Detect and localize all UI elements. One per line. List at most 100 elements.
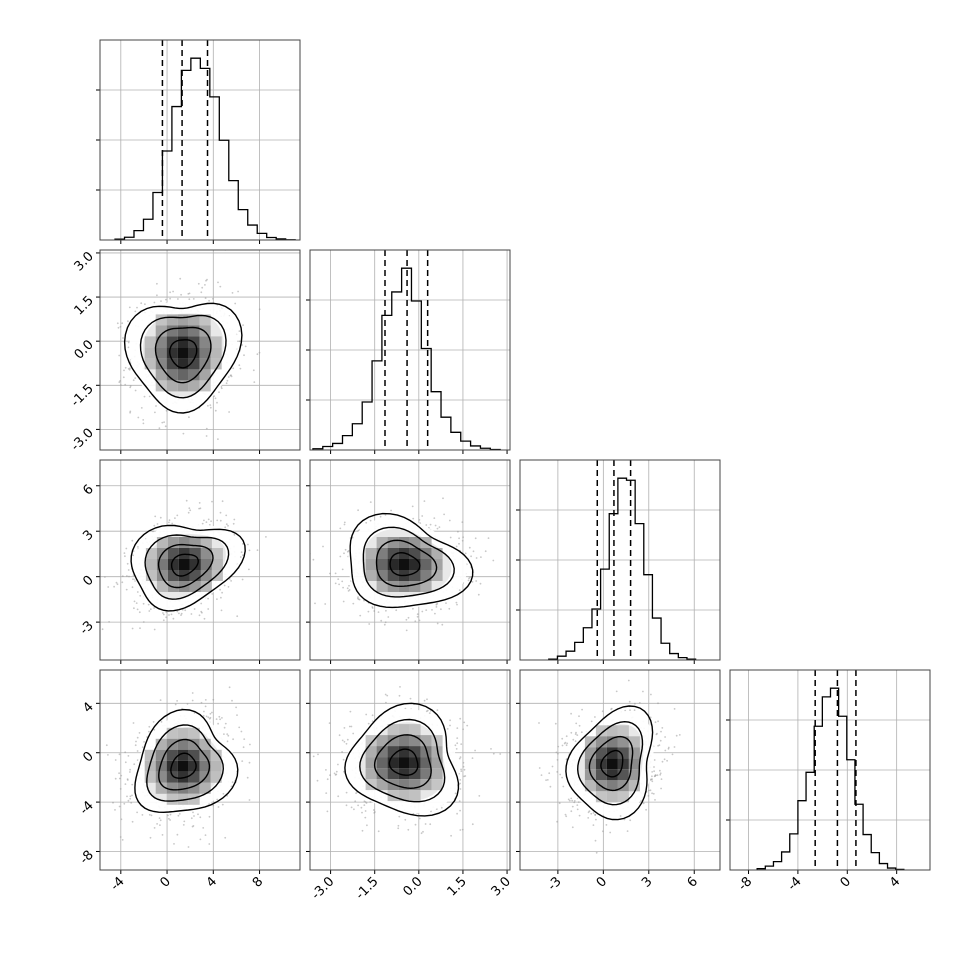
scatter-point: [329, 572, 331, 575]
scatter-point: [205, 521, 208, 523]
density-block: [177, 336, 189, 348]
x-tick-label: -3.0: [309, 874, 338, 903]
scatter-point: [459, 788, 462, 790]
density-block: [166, 782, 178, 794]
scatter-point: [602, 830, 604, 833]
contour-line: [158, 738, 211, 791]
density-block: [200, 537, 212, 548]
scatter-point: [209, 406, 212, 409]
scatter-point: [140, 302, 143, 305]
scatter-point: [369, 519, 372, 522]
scatter-point: [120, 774, 123, 777]
scatter-point: [428, 712, 431, 714]
scatter-point: [338, 734, 341, 737]
scatter-point: [129, 771, 131, 773]
scatter-point: [131, 539, 134, 542]
x-tick-label: 0: [838, 874, 854, 890]
density-block: [387, 746, 399, 758]
histogram-series: [114, 57, 296, 240]
scatter-point: [127, 367, 130, 370]
scatter-point: [131, 794, 133, 797]
scatter-point: [123, 552, 126, 554]
scatter-point: [463, 721, 466, 724]
scatter-panel-2: [306, 459, 511, 664]
density-block: [189, 581, 201, 592]
scatter-point: [197, 282, 200, 285]
scatter-point: [374, 811, 376, 813]
scatter-point: [461, 521, 464, 523]
scatter-point: [464, 775, 467, 777]
scatter-point: [177, 814, 180, 817]
scatter-point: [212, 297, 214, 300]
scatter-point: [147, 603, 150, 606]
scatter-point: [329, 774, 331, 777]
scatter-point: [363, 599, 365, 602]
density-block: [365, 735, 377, 747]
scatter-point: [179, 277, 182, 280]
scatter-point: [173, 843, 175, 845]
scatter-point: [187, 846, 190, 848]
contour-line: [344, 702, 460, 817]
scatter-point: [232, 738, 235, 741]
scatter-point: [460, 768, 462, 771]
scatter-point: [456, 812, 458, 815]
scatter-point: [241, 344, 244, 346]
scatter-point: [114, 809, 116, 811]
x-tick-label: 3: [639, 874, 655, 890]
scatter-point: [182, 432, 185, 435]
scatter-point: [163, 421, 166, 423]
scatter-point: [201, 611, 203, 614]
scatter-point: [239, 367, 242, 370]
scatter-point: [159, 824, 161, 826]
scatter-point: [219, 519, 222, 522]
scatter-point: [367, 722, 370, 725]
scatter-point: [363, 804, 366, 806]
histogram-series: [312, 267, 501, 450]
scatter-point: [213, 395, 216, 397]
scatter-point: [469, 576, 471, 579]
scatter-point: [208, 843, 211, 845]
scatter-point: [159, 819, 162, 822]
scatter-point: [418, 817, 421, 820]
scatter-point: [143, 395, 146, 398]
scatter-point: [343, 740, 346, 743]
scatter-point: [326, 778, 329, 781]
scatter-point: [405, 629, 408, 632]
density-block: [145, 570, 157, 581]
scatter-point: [425, 710, 428, 713]
scatter-point: [440, 608, 442, 611]
scatter-point: [209, 712, 212, 715]
scatter-point: [227, 586, 230, 588]
contour-line: [130, 524, 246, 612]
density-block: [398, 724, 410, 736]
scatter-point: [168, 521, 170, 524]
scatter-point: [158, 427, 161, 430]
scatter-point: [131, 586, 134, 589]
density-block: [188, 380, 200, 392]
panel-frame: [309, 669, 511, 871]
density-block: [199, 782, 211, 794]
density-block: [166, 793, 178, 805]
density-block: [409, 724, 421, 736]
density-block: [210, 347, 222, 359]
scatter-point: [405, 618, 408, 621]
scatter-point: [422, 830, 424, 833]
scatter-point: [153, 524, 156, 527]
scatter-point: [416, 613, 419, 616]
scatter-point: [136, 608, 139, 611]
scatter-point: [169, 819, 172, 821]
scatter-point: [384, 621, 387, 624]
scatter-point: [224, 722, 227, 725]
scatter-point: [466, 724, 469, 727]
density-block: [166, 358, 178, 370]
density-block: [155, 771, 167, 783]
density-block: [178, 537, 190, 548]
scatter-point: [128, 306, 131, 309]
scatter-point: [337, 795, 340, 798]
scatter-point: [180, 612, 183, 615]
scatter-point: [345, 804, 348, 807]
scatter-point: [361, 811, 363, 814]
scatter-point: [132, 379, 135, 382]
density-block: [409, 570, 421, 581]
scatter-point: [246, 776, 249, 779]
